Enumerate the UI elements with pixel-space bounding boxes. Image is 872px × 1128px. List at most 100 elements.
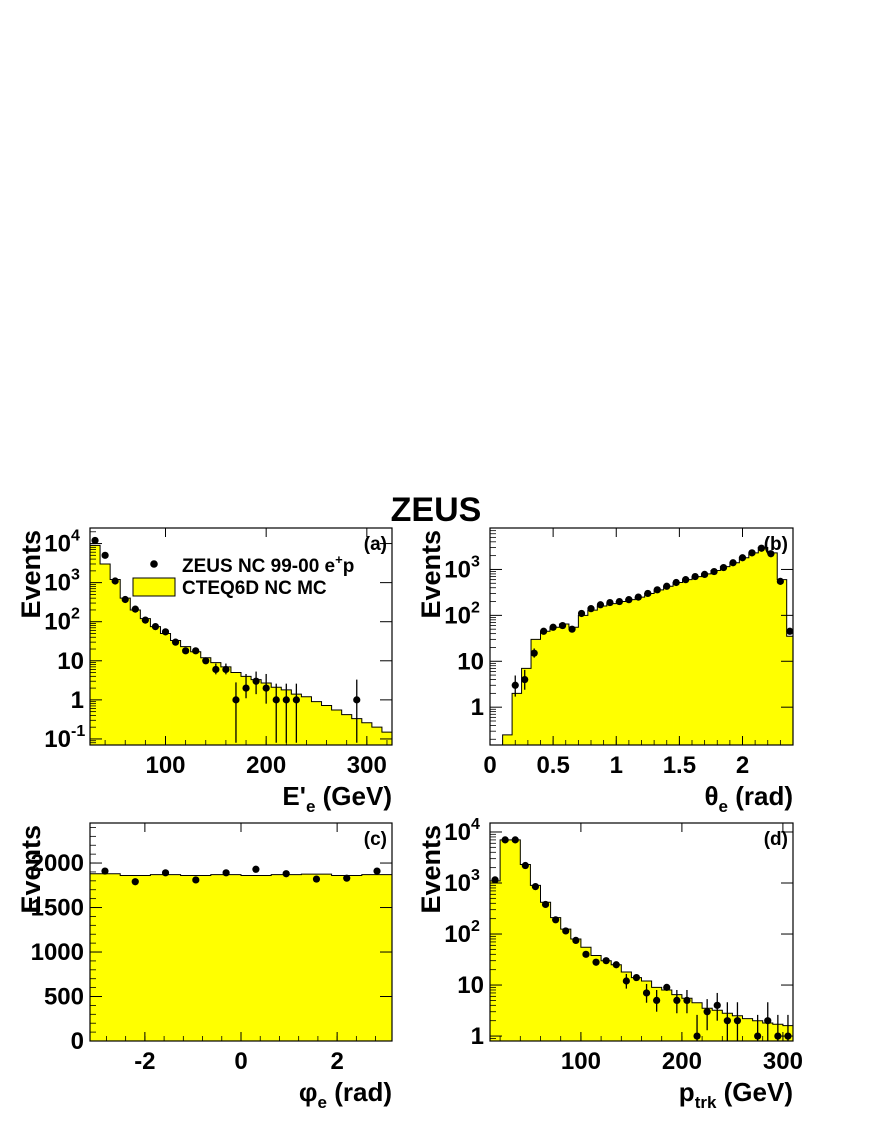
mc-bar: [560, 929, 572, 1041]
data-point: [212, 665, 220, 674]
mc-bar: [663, 586, 674, 745]
data-point: [602, 957, 610, 965]
data-point: [774, 1032, 782, 1040]
data-point: [282, 870, 290, 878]
mc-bar: [671, 994, 683, 1041]
mc-histogram: [502, 547, 793, 745]
data-point: [596, 601, 605, 609]
data-point: [757, 544, 766, 552]
data-point: [131, 605, 139, 613]
mc-bar: [635, 597, 646, 745]
data-point: [558, 621, 567, 630]
data-points: [101, 865, 381, 886]
mc-bar: [621, 972, 632, 1041]
y-tick-label: 1500: [31, 895, 84, 922]
x-axis: 100 200 300: [499, 823, 803, 1075]
mc-bar: [331, 710, 343, 745]
data-point: [754, 1032, 762, 1040]
x-tick-label: 300: [347, 752, 387, 779]
x-tick-label: 1.5: [663, 752, 696, 779]
mc-bar: [512, 693, 522, 745]
data-point: [729, 559, 737, 567]
y-tick-label: 10: [444, 921, 471, 948]
data-point: [738, 554, 747, 562]
data-point: [568, 625, 576, 633]
mc-bar: [742, 1018, 753, 1041]
mc-bar: [90, 873, 121, 1041]
data-point: [673, 996, 681, 1004]
x-tick-label: 200: [662, 1048, 702, 1075]
data-point: [242, 684, 250, 692]
mc-bar: [682, 579, 693, 745]
data-point: [577, 609, 586, 618]
mc-bar: [601, 960, 612, 1041]
x-tick-label: 100: [145, 752, 185, 779]
mc-bar: [241, 676, 252, 745]
data-point: [703, 1008, 711, 1016]
y-tick-label: 0: [71, 1028, 84, 1055]
mc-bar: [500, 839, 511, 1041]
mc-bar: [361, 874, 392, 1041]
mc-bar: [578, 615, 589, 745]
mc-bar: [371, 727, 383, 745]
x-tick-label: 300: [763, 1048, 803, 1075]
mc-bar: [130, 609, 141, 745]
mc-bar: [241, 875, 272, 1041]
legend-mc-label: CTEQ6D NC MC: [182, 578, 327, 599]
mc-bar: [777, 579, 788, 745]
data-point: [612, 961, 620, 969]
data-point: [171, 638, 180, 646]
mc-bar: [570, 938, 582, 1041]
data-point: [521, 861, 529, 870]
x-axis-label: φe (rad): [299, 1077, 392, 1112]
y-tick-exponent: 3: [471, 553, 480, 570]
data-point: [121, 595, 129, 604]
mc-bar: [681, 998, 693, 1041]
data-point: [549, 623, 557, 631]
mc-bar: [120, 598, 131, 745]
data-point: [733, 1017, 742, 1025]
data-point: [161, 628, 170, 636]
data-point: [161, 869, 170, 877]
x-tick-label: 2: [330, 1048, 343, 1075]
mc-bar: [540, 902, 551, 1041]
mc-bar: [170, 640, 181, 745]
y-axis-label: Events: [16, 825, 46, 914]
y-tick-label: 10: [457, 972, 484, 999]
mc-bar: [331, 875, 363, 1041]
mc-bar: [361, 722, 373, 745]
mc-bar: [341, 714, 353, 745]
data-point: [192, 647, 200, 655]
data-points: [491, 836, 792, 1041]
y-tick-label: 1: [71, 687, 84, 714]
mc-bar: [550, 917, 562, 1041]
x-tick-label: 0: [483, 752, 496, 779]
data-point: [182, 647, 190, 655]
panel-label: (b): [764, 534, 788, 555]
y-axis-label: Events: [16, 530, 46, 619]
data-point: [644, 589, 652, 598]
mc-bar: [651, 987, 663, 1041]
mc-bar: [786, 636, 793, 745]
data-point: [663, 983, 671, 991]
x-axis: 100 200 300: [104, 528, 388, 779]
data-point: [642, 989, 651, 997]
data-point: [491, 876, 499, 884]
x-tick-label: 2: [736, 752, 749, 779]
data-point: [632, 973, 641, 982]
mc-bar: [190, 651, 202, 745]
mc-bar: [559, 623, 570, 745]
data-point: [131, 878, 139, 886]
mc-bar: [100, 563, 111, 745]
data-point: [222, 665, 230, 674]
y-tick-exponent: 3: [71, 567, 80, 584]
data-point: [786, 627, 793, 635]
data-points: [91, 536, 361, 743]
x-axis-label: ptrk (GeV): [679, 1077, 793, 1112]
mc-bar: [90, 545, 101, 745]
mc-bar: [701, 573, 712, 745]
legend-data-marker: [150, 560, 158, 568]
figure-title: ZEUS: [391, 491, 482, 529]
mc-bar: [180, 875, 212, 1041]
